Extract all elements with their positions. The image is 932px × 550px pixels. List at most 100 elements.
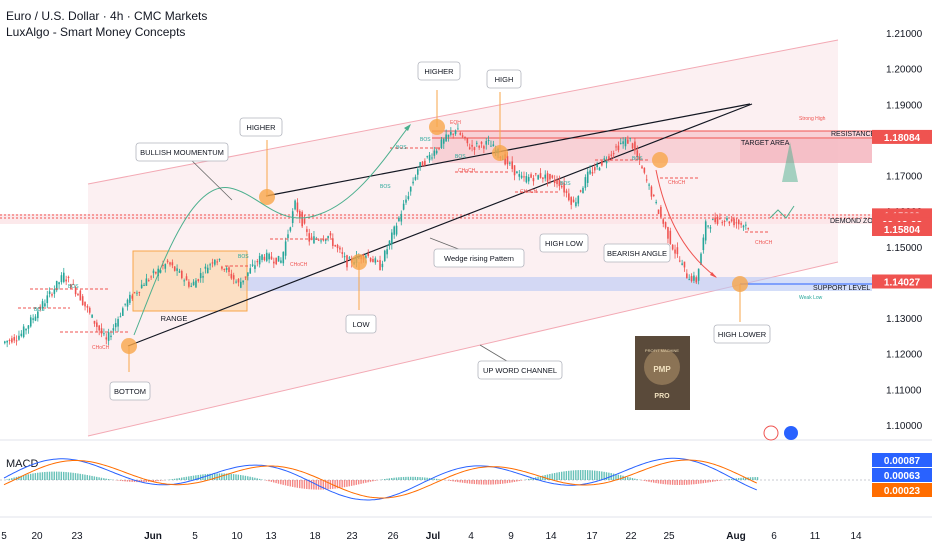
candle-body: [511, 161, 513, 170]
candle-body: [459, 132, 462, 135]
candle-body: [681, 263, 683, 265]
logo-line-1: PROFIT MACHINE: [645, 348, 679, 353]
candle-body: [336, 244, 339, 249]
macd-hist-bar: [683, 480, 686, 485]
candle-body: [700, 253, 702, 265]
support-level-label: SUPPORT LEVEL: [813, 285, 870, 292]
macd-hist-bar: [468, 480, 471, 484]
macd-hist-bar: [310, 480, 313, 490]
macd-hist-bar: [471, 480, 473, 484]
candle-body: [487, 140, 490, 142]
macd-hist-bar: [100, 477, 103, 480]
macd-hist-bar: [110, 479, 112, 480]
candle-body: [147, 280, 150, 282]
candle-body: [419, 162, 421, 167]
smc-label: BOS: [560, 181, 571, 187]
bearish-angle-label: BEARISH ANGLE: [607, 249, 667, 258]
candle-body: [461, 135, 464, 137]
candle-body: [65, 279, 67, 282]
candle-body: [464, 136, 466, 138]
candle-body: [480, 141, 483, 144]
candle-body: [275, 257, 277, 265]
macd-hist-bar: [485, 480, 487, 485]
candle-body: [232, 275, 235, 280]
macd-hist-bar: [589, 470, 591, 480]
macd-hist-bar: [197, 474, 199, 480]
candle-body: [258, 255, 261, 265]
candle-body: [490, 145, 492, 147]
macd-hist-bar: [223, 473, 225, 480]
macd-hist-bar: [228, 473, 230, 480]
candle-body: [393, 226, 395, 235]
bottom-label-box: [109, 381, 151, 401]
macd-hist-bar: [400, 477, 402, 480]
candle-body: [575, 202, 577, 207]
macd-hist-bar: [565, 471, 568, 480]
candle-body: [124, 303, 126, 305]
macd-hist-bar: [162, 480, 164, 481]
macd-hist-bar: [70, 472, 72, 480]
candle-body: [617, 145, 620, 151]
time-tick: 5: [192, 531, 198, 542]
candle-body: [53, 289, 56, 294]
candle-body: [674, 249, 676, 254]
candle-body: [162, 264, 164, 266]
candle-body: [15, 340, 18, 342]
macd-hist-bar: [450, 480, 452, 481]
candle-body: [719, 218, 721, 220]
candle-body: [683, 261, 686, 268]
macd-hist-bar: [476, 480, 478, 485]
macd-hist-bar: [648, 480, 650, 482]
price-tick: 1.20000: [886, 65, 923, 76]
up-channel-fill: [88, 40, 838, 436]
candle-body: [438, 147, 440, 150]
candle-body: [721, 222, 724, 224]
macd-hist-bar: [77, 473, 79, 480]
candle-body: [398, 217, 400, 222]
time-tick: 4: [468, 531, 474, 542]
symbol-title: Euro / U.S. Dollar · 4h · CMC Markets: [6, 9, 208, 23]
candle-body: [195, 280, 197, 288]
candle-body: [619, 143, 622, 145]
macd-hist-bar: [6, 479, 8, 480]
bearish-angle-label-box: [603, 243, 671, 263]
macd-hist-bar: [230, 473, 232, 480]
candle-body: [159, 270, 162, 273]
candle-body: [395, 225, 398, 235]
candle-body: [383, 250, 386, 262]
candle-body: [468, 147, 471, 150]
macd-hist-bar: [74, 473, 77, 480]
macd-hist-bar: [447, 480, 450, 481]
macd-hist-bar: [93, 476, 96, 480]
candle-body: [676, 247, 679, 255]
candle-body: [91, 314, 93, 318]
macd-hist-bar: [88, 475, 91, 480]
macd-hist-bar: [414, 476, 417, 480]
candle-body: [242, 280, 244, 283]
candle-body: [96, 322, 98, 327]
macd-hist-bar: [662, 480, 664, 485]
candle-body: [145, 278, 148, 286]
high-label: HIGH: [495, 75, 514, 84]
wedge-upper-line: [265, 103, 751, 197]
candle-body: [530, 174, 532, 178]
globe-icon: [784, 426, 798, 440]
macd-hist-bar: [353, 480, 355, 486]
macd-hist-bar: [374, 480, 376, 481]
smc-label: CHoCH: [668, 180, 686, 186]
candle-body: [643, 167, 646, 173]
smc-label: CHoCH: [92, 345, 110, 351]
macd-hist-bar: [664, 480, 667, 485]
macd-hist-bar: [752, 477, 754, 480]
candle-body: [131, 295, 134, 299]
macd-hist-bar: [558, 472, 560, 480]
candle-body: [185, 276, 188, 281]
candle-body: [103, 333, 105, 335]
price-tick: 1.21000: [886, 29, 923, 40]
macd-hist-bar: [320, 480, 322, 490]
candle-body: [93, 320, 96, 324]
macd-hist-bar: [412, 476, 414, 480]
candle-body: [55, 280, 58, 291]
candle-body: [586, 171, 589, 183]
